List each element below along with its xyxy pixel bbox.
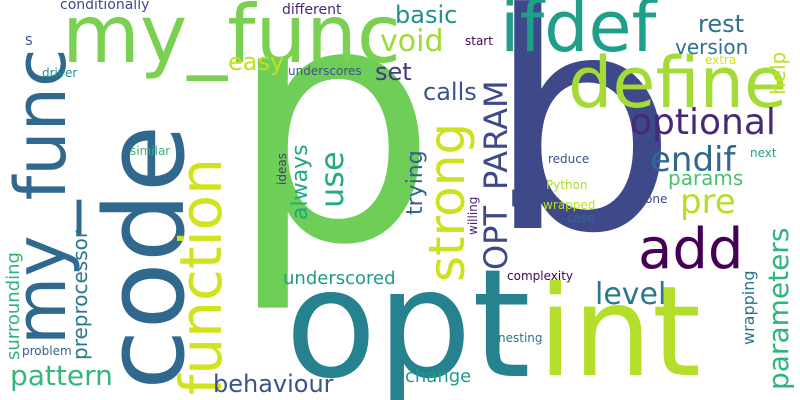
word-p: p [228, 0, 438, 317]
word-case: case [567, 211, 595, 225]
word-different: different [282, 2, 342, 18]
word-underscores: underscores [288, 64, 362, 78]
word-trying: trying [403, 150, 428, 215]
word-extra: extra [705, 53, 737, 67]
word-use: use [313, 151, 351, 208]
word-rest: rest [698, 10, 745, 38]
word-void: void [380, 24, 444, 59]
word-function: function [167, 158, 235, 395]
word-endif: endif [650, 140, 736, 180]
word-driver: driver [42, 66, 78, 80]
word-version: version [675, 35, 749, 59]
word-level: level [595, 277, 667, 312]
word-underscored: underscored [283, 268, 396, 289]
word-python: Python [546, 178, 588, 192]
word-calls: calls [423, 78, 477, 106]
word-similar: similar [130, 144, 171, 158]
word-conditionally: conditionally [60, 0, 150, 13]
word-pattern: pattern [10, 359, 113, 392]
word-complexity: complexity [507, 269, 573, 283]
word-define: define [568, 42, 788, 124]
word-easy: easy [228, 48, 285, 76]
word-strong: strong [418, 122, 476, 282]
word-optional: optional [630, 102, 776, 143]
word-next: next [750, 146, 777, 160]
word-ifdef: ifdef [500, 0, 657, 68]
word-add: add [638, 217, 744, 282]
word-int: int [538, 260, 701, 400]
word-opt-param: OPT_PARAM [477, 80, 515, 270]
word-set: set [375, 58, 412, 86]
word-behaviour: behaviour [213, 370, 334, 398]
word-always: always [288, 144, 313, 220]
word-reduce: reduce [548, 152, 590, 166]
word-surrounding: surrounding [3, 252, 24, 360]
word-wrapped: wrapped [543, 198, 596, 212]
word-basic: basic [395, 1, 458, 29]
word-willing: willing [466, 196, 480, 235]
word-help: help [766, 51, 790, 95]
word-pre: pre [680, 182, 736, 222]
word-s: S [25, 34, 33, 48]
word-opt: opt [285, 238, 531, 400]
word-start: start [465, 34, 493, 48]
word-b: b [487, 0, 678, 299]
word-wrapping: wrapping [739, 270, 758, 345]
word-nesting: nesting [498, 331, 543, 345]
word-my-func: my_func [62, 0, 401, 81]
word-one: one [645, 192, 668, 206]
word-ideas: ideas [275, 153, 289, 185]
word-params: params [668, 166, 744, 190]
word-change: change [405, 366, 472, 387]
word-preprocessor: preprocessor [68, 229, 92, 360]
word-problem: problem [22, 344, 72, 358]
word-parameters: parameters [762, 227, 795, 390]
